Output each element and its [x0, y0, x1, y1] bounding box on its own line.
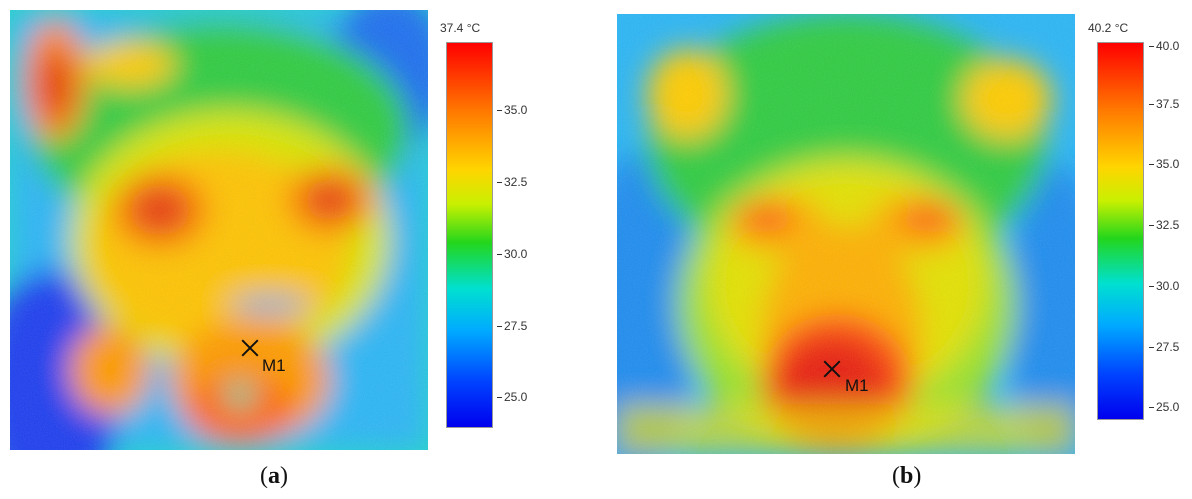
- panel-label-b: (b): [892, 463, 922, 489]
- scale-max-a: 37.4 °C: [440, 21, 481, 35]
- panel-letter-a: a: [268, 463, 280, 489]
- marker-crosshair-b: [822, 359, 842, 379]
- tick-a-32.5: 32.5: [496, 175, 528, 189]
- tick-a-25: 25.0: [496, 390, 528, 404]
- tick-b-30: 30.0: [1148, 279, 1180, 293]
- thermal-image-b-graphic: [617, 14, 1075, 454]
- thermal-image-a: M1: [10, 10, 428, 450]
- tick-a-27.5: 27.5: [496, 319, 528, 333]
- tick-a-30: 30.0: [496, 247, 528, 261]
- tick-a-35: 35.0: [496, 103, 528, 117]
- tick-b-25: 25.0: [1148, 400, 1180, 414]
- tick-b-37.5: 37.5: [1148, 97, 1180, 111]
- marker-label-a: M1: [262, 356, 286, 375]
- thermal-image-a-graphic: [10, 10, 428, 450]
- tick-b-27.5: 27.5: [1148, 340, 1180, 354]
- marker-crosshair-a: [240, 338, 260, 358]
- thermal-image-b: M1: [617, 14, 1075, 454]
- colorbar-b: [1097, 42, 1144, 420]
- panel-label-a: (a): [260, 463, 288, 489]
- tick-b-35: 35.0: [1148, 157, 1180, 171]
- panel-letter-b: b: [900, 463, 914, 489]
- scale-max-b: 40.2 °C: [1088, 21, 1129, 35]
- colorbar-a: [446, 42, 493, 428]
- marker-label-b: M1: [845, 376, 869, 395]
- tick-b-40: 40.0: [1148, 39, 1180, 53]
- tick-b-32.5: 32.5: [1148, 218, 1180, 232]
